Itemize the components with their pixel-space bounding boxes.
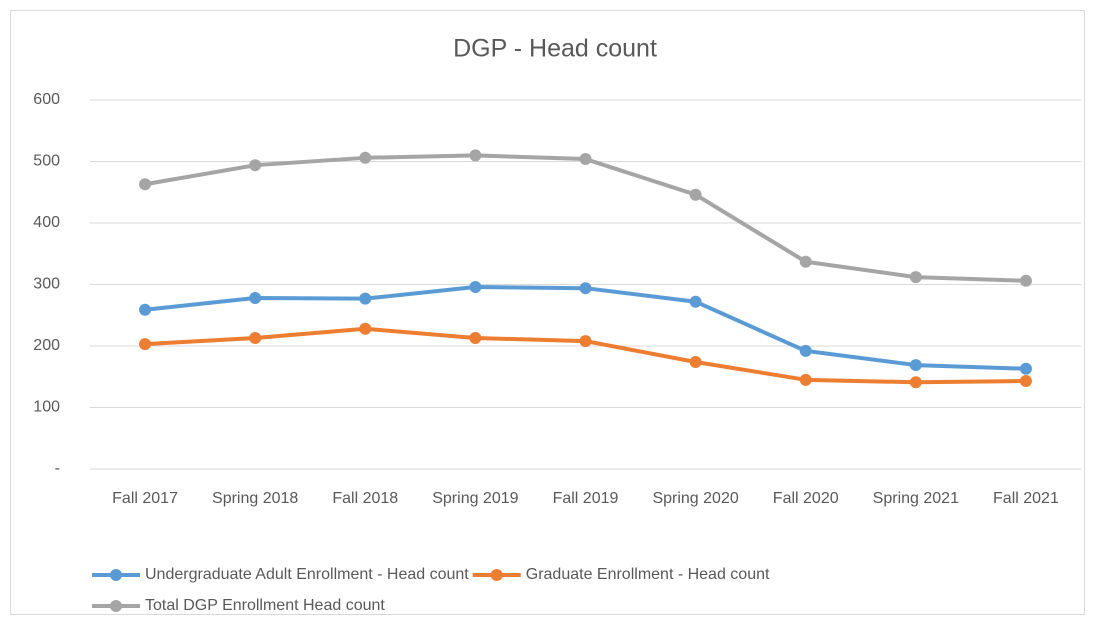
x-tick-label: Spring 2020 bbox=[652, 490, 738, 507]
x-tick-label: Spring 2018 bbox=[212, 490, 298, 507]
data-point bbox=[359, 151, 372, 164]
chart-border bbox=[10, 10, 1085, 615]
data-point bbox=[359, 292, 372, 305]
data-point bbox=[579, 153, 592, 166]
data-point bbox=[139, 338, 152, 351]
legend-marker bbox=[110, 600, 122, 612]
data-point bbox=[249, 159, 262, 172]
data-point bbox=[249, 332, 262, 345]
data-point bbox=[689, 295, 702, 308]
y-tick-label: 100 bbox=[33, 399, 60, 416]
data-point bbox=[139, 178, 152, 191]
y-tick-label: 200 bbox=[33, 337, 60, 354]
data-point bbox=[689, 188, 702, 201]
data-point bbox=[579, 335, 592, 348]
data-point bbox=[799, 255, 812, 268]
data-point bbox=[469, 280, 482, 293]
legend-marker bbox=[490, 569, 503, 581]
data-point bbox=[1019, 362, 1032, 375]
y-tick-label: 300 bbox=[33, 276, 60, 293]
x-tick-label: Fall 2020 bbox=[773, 490, 839, 507]
x-tick-label: Fall 2017 bbox=[112, 490, 178, 507]
data-point bbox=[469, 332, 482, 345]
x-tick-label: Spring 2019 bbox=[432, 490, 518, 507]
legend-label: Total DGP Enrollment Head count bbox=[145, 597, 385, 614]
data-point bbox=[799, 344, 812, 357]
legend-label: Graduate Enrollment - Head count bbox=[526, 566, 770, 583]
x-tick-label: Spring 2021 bbox=[873, 490, 959, 507]
data-point bbox=[579, 282, 592, 295]
data-point bbox=[909, 359, 922, 372]
x-tick-label: Fall 2019 bbox=[553, 490, 619, 507]
data-point bbox=[1019, 274, 1032, 287]
x-tick-label: Fall 2021 bbox=[993, 490, 1059, 507]
y-tick-label: - bbox=[55, 460, 60, 477]
y-tick-label: 400 bbox=[33, 214, 60, 231]
data-point bbox=[799, 373, 812, 386]
data-point bbox=[359, 322, 372, 335]
legend-label: Undergraduate Adult Enrollment - Head co… bbox=[145, 566, 469, 583]
x-tick-label: Fall 2018 bbox=[332, 490, 398, 507]
data-point bbox=[249, 292, 262, 305]
data-point bbox=[139, 303, 152, 316]
legend-marker bbox=[110, 569, 122, 581]
data-point bbox=[909, 271, 922, 284]
y-tick-label: 500 bbox=[33, 153, 60, 170]
y-tick-label: 600 bbox=[33, 91, 60, 108]
data-point bbox=[469, 149, 482, 162]
data-point bbox=[909, 376, 922, 389]
chart-title: DGP - Head count bbox=[453, 35, 657, 63]
data-point bbox=[1019, 375, 1032, 388]
data-point bbox=[689, 355, 702, 368]
